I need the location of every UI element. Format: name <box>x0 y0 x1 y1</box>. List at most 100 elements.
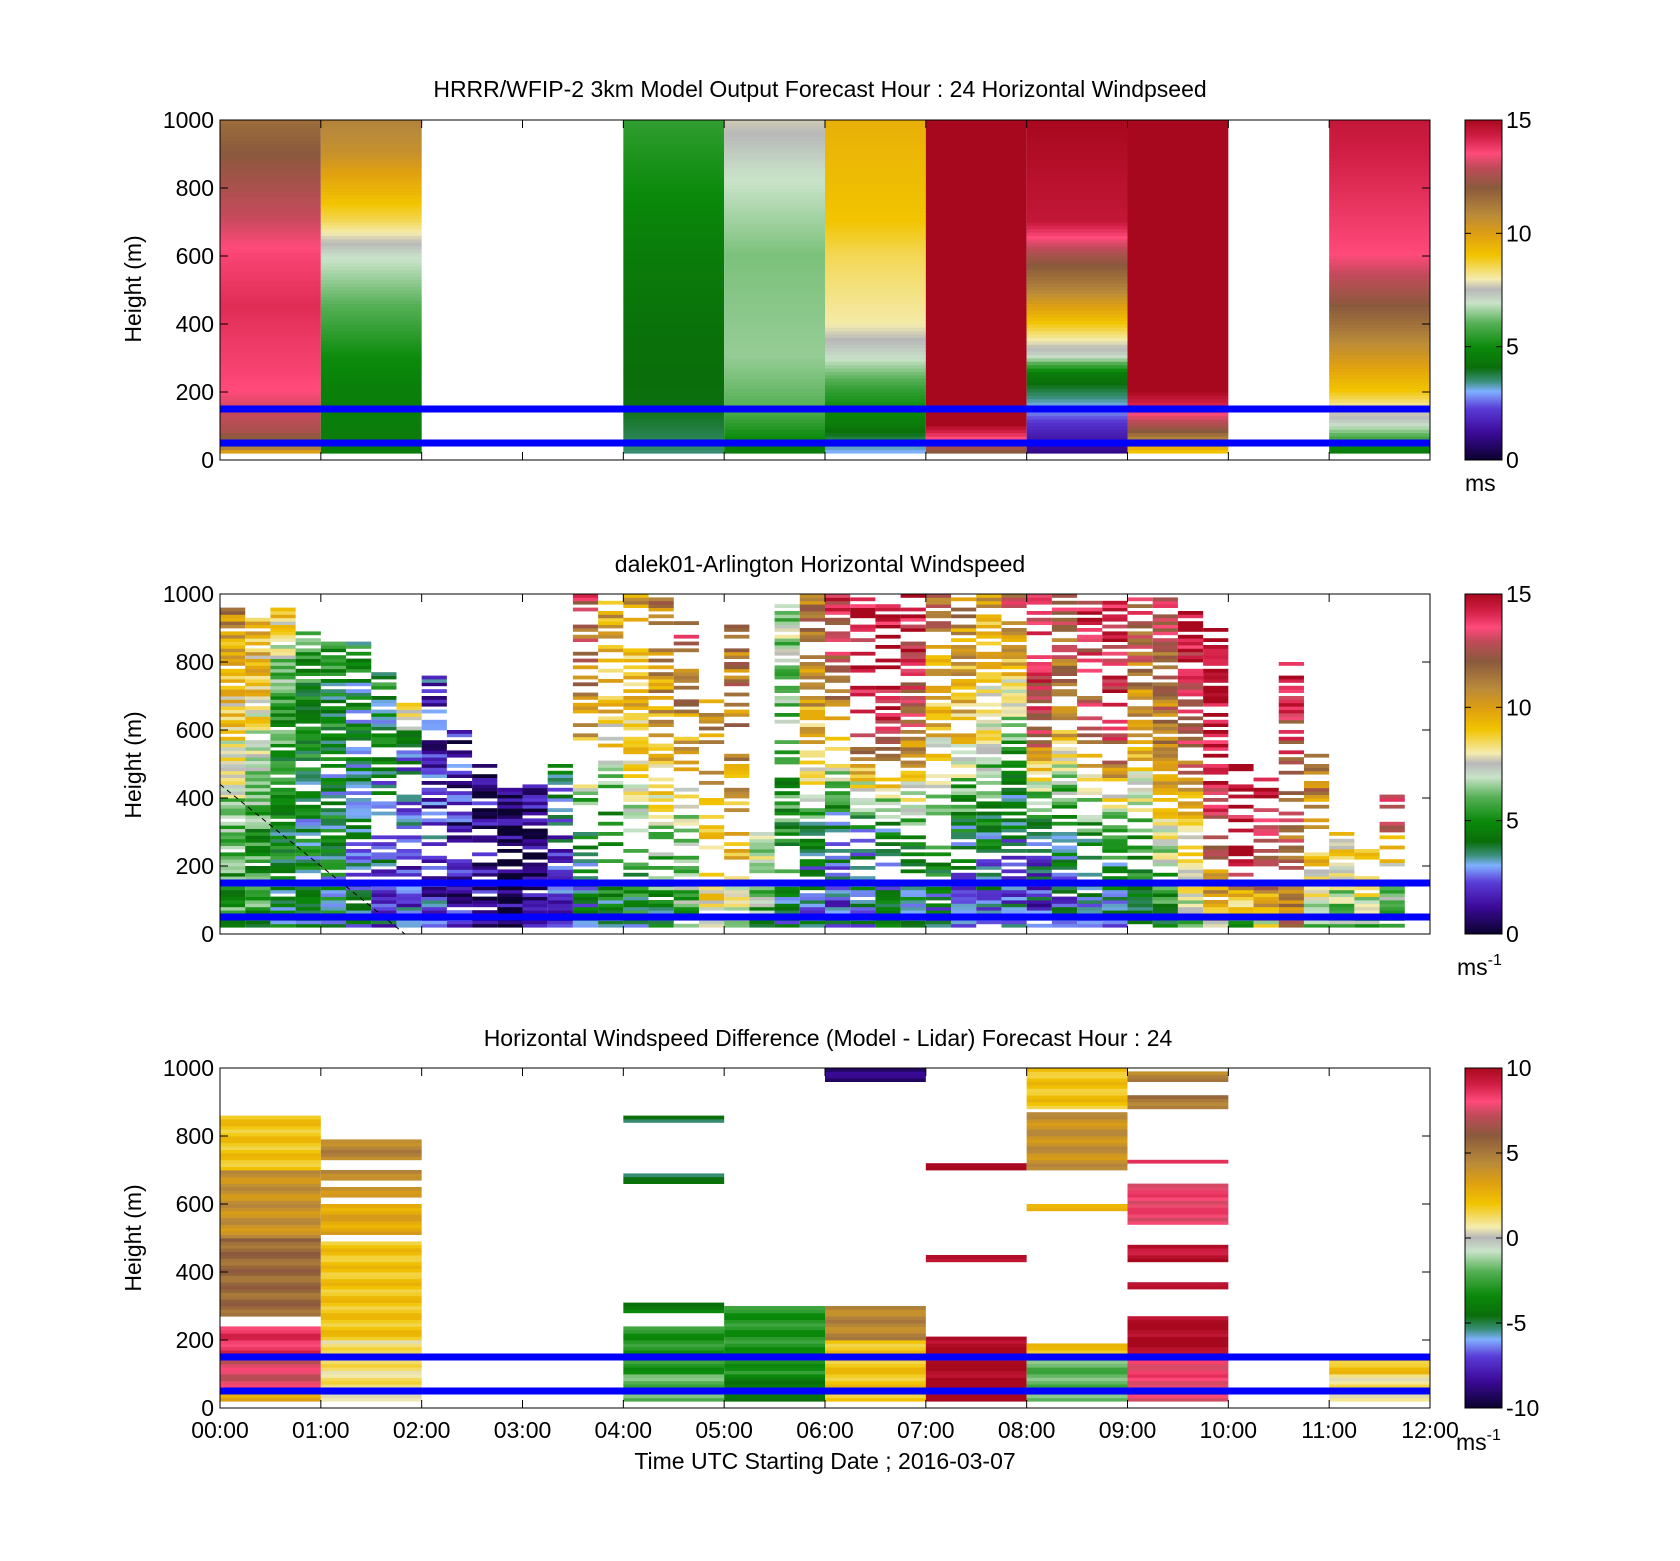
heatmap-cell <box>1127 429 1229 434</box>
heatmap-cell <box>1026 1078 1128 1082</box>
heatmap-cell <box>698 801 725 806</box>
heatmap-cell <box>1278 896 1304 901</box>
heatmap-cell <box>270 804 296 809</box>
heatmap-cell <box>1001 740 1027 744</box>
heatmap-cell <box>1329 903 1355 908</box>
colorbar-cell <box>1465 322 1502 325</box>
heatmap-cell <box>825 320 926 325</box>
heatmap-cell <box>1329 845 1355 850</box>
heatmap-cell <box>371 889 397 894</box>
heatmap-cell <box>951 679 977 683</box>
heatmap-cell <box>320 706 347 710</box>
heatmap-cell <box>220 1190 321 1195</box>
colorbar-cell <box>1465 358 1502 361</box>
heatmap-cell <box>446 872 473 877</box>
heatmap-cell <box>976 910 1002 914</box>
heatmap-cell <box>825 689 851 693</box>
heatmap-cell <box>1127 1329 1229 1334</box>
colorbar-cell <box>1465 730 1502 733</box>
heatmap-cell <box>547 896 573 901</box>
heatmap-cell <box>673 767 699 772</box>
heatmap-cell <box>320 1374 422 1378</box>
heatmap-cell <box>320 1272 422 1276</box>
heatmap-cell <box>648 893 674 897</box>
heatmap-cell <box>1127 388 1229 393</box>
heatmap-cell <box>346 872 372 877</box>
heatmap-cell <box>976 733 1002 738</box>
heatmap-cell <box>421 747 447 751</box>
heatmap-cell <box>976 719 1002 724</box>
heatmap-cell <box>220 607 246 612</box>
heatmap-cell <box>1329 855 1355 860</box>
heatmap-cell <box>825 276 926 281</box>
colorbar-cell <box>1465 1350 1502 1353</box>
heatmap-cell <box>1253 903 1279 908</box>
heatmap-cell <box>1102 634 1128 639</box>
heatmap-cell <box>1379 886 1405 891</box>
heatmap-cell <box>1152 723 1178 727</box>
heatmap-cell <box>1026 815 1052 819</box>
heatmap-cell <box>220 723 246 727</box>
heatmap-cell <box>220 239 321 243</box>
heatmap-cell <box>825 402 926 406</box>
heatmap-cell <box>1127 120 1229 124</box>
heatmap-cell <box>825 855 851 860</box>
heatmap-cell <box>396 889 422 894</box>
colorbar-cell <box>1465 1276 1502 1279</box>
heatmap-cell <box>623 432 725 437</box>
heatmap-cell <box>295 900 321 904</box>
heatmap-cell <box>320 225 422 230</box>
heatmap-cell <box>850 611 876 615</box>
heatmap-cell <box>1051 679 1078 683</box>
heatmap-cell <box>925 1394 1027 1399</box>
heatmap-cell <box>522 784 548 789</box>
colorbar-cell <box>1465 842 1502 845</box>
colorbar-cell <box>1465 928 1502 931</box>
heatmap-cell <box>320 313 422 318</box>
colorbar-cell <box>1465 658 1502 661</box>
heatmap-cell <box>1077 903 1103 908</box>
heatmap-cell <box>1026 679 1052 683</box>
colorbar-cell <box>1465 1150 1502 1153</box>
heatmap-cell <box>900 753 926 758</box>
heatmap-cell <box>1278 849 1304 853</box>
heatmap-cell <box>1127 208 1229 213</box>
heatmap-cell <box>1102 658 1128 663</box>
heatmap-cell <box>1026 174 1128 179</box>
heatmap-cell <box>825 1312 926 1317</box>
heatmap-cell <box>825 1394 926 1399</box>
heatmap-cell <box>1329 137 1430 141</box>
heatmap-cell <box>320 191 422 196</box>
heatmap-cell <box>825 273 926 277</box>
heatmap-cell <box>1303 784 1330 789</box>
heatmap-cell <box>1278 736 1304 741</box>
heatmap-cell <box>1203 764 1229 768</box>
heatmap-cell <box>1051 849 1078 853</box>
heatmap-cell <box>320 910 347 914</box>
colorbar-cell <box>1465 1272 1502 1275</box>
heatmap-cell <box>1203 767 1229 772</box>
heatmap-cell <box>1329 208 1430 213</box>
heatmap-cell <box>1001 794 1027 799</box>
heatmap-cell <box>1127 696 1153 700</box>
heatmap-cell <box>875 696 901 700</box>
heatmap-cell <box>925 415 1027 420</box>
heatmap-cell <box>623 334 725 338</box>
heatmap-cell <box>320 709 347 714</box>
heatmap-cell <box>1329 889 1355 894</box>
y-tick-label: 600 <box>176 1191 214 1217</box>
heatmap-cell <box>1127 893 1153 897</box>
colorbar-tick-label: 5 <box>1506 808 1519 834</box>
heatmap-cell <box>875 801 901 806</box>
heatmap-cell <box>1329 395 1430 400</box>
heatmap-cell <box>1329 896 1355 901</box>
heatmap-cell <box>472 889 498 894</box>
heatmap-cell <box>346 866 372 870</box>
heatmap-cell <box>421 801 447 806</box>
heatmap-cell <box>623 320 725 325</box>
heatmap-cell <box>951 655 977 659</box>
colorbar-cell <box>1465 1406 1502 1409</box>
heatmap-cell <box>799 634 825 639</box>
heatmap-cell <box>1303 920 1330 925</box>
heatmap-cell <box>951 645 977 649</box>
